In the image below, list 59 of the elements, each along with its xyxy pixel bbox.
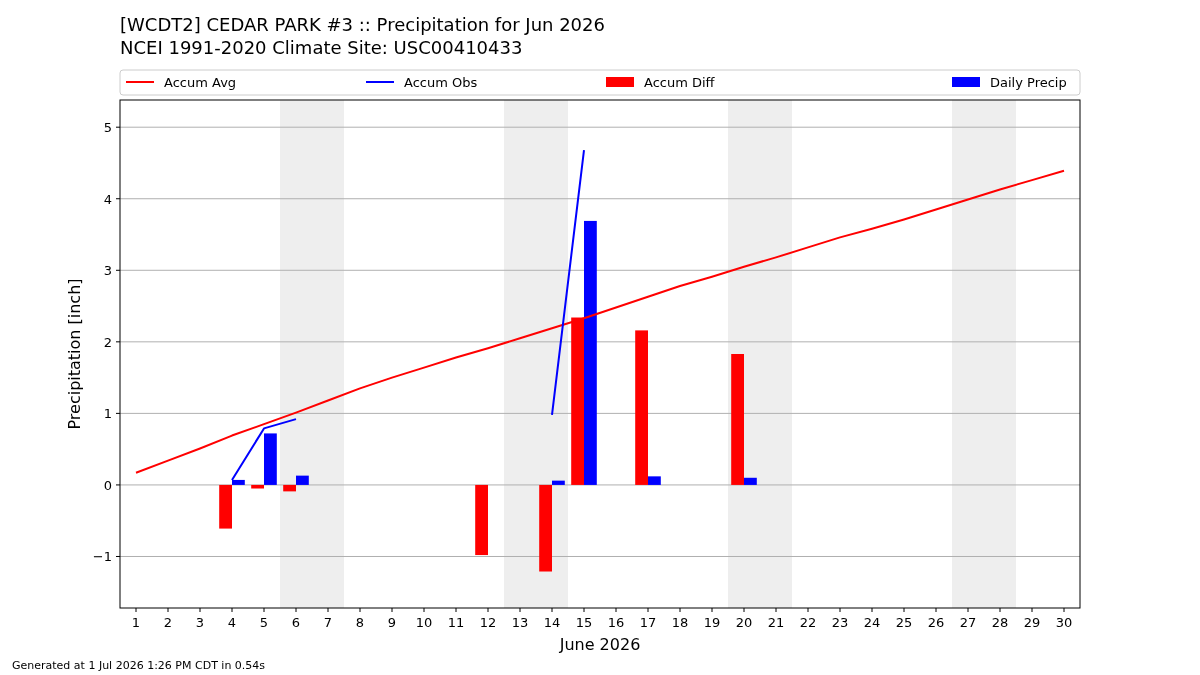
bar bbox=[283, 484, 296, 492]
x-tick-label: 14 bbox=[543, 615, 561, 630]
chart-title: [WCDT2] CEDAR PARK #3 :: Precipitation for Jun 2026 bbox=[120, 14, 605, 35]
bar bbox=[251, 484, 264, 489]
y-tick-label: 2 bbox=[103, 334, 112, 350]
legend-label: Daily Precip bbox=[990, 75, 1067, 90]
x-tick-label: 10 bbox=[415, 615, 433, 630]
x-tick-label: 22 bbox=[799, 615, 817, 630]
x-tick-label: 18 bbox=[671, 615, 689, 630]
x-tick-label: 26 bbox=[927, 615, 945, 630]
bar bbox=[584, 220, 597, 485]
x-tick-label: 12 bbox=[479, 615, 497, 630]
bar bbox=[296, 475, 309, 485]
x-tick-label: 5 bbox=[259, 615, 269, 630]
bar bbox=[731, 354, 744, 485]
legend-label: Accum Diff bbox=[644, 75, 716, 90]
x-tick-label: 20 bbox=[735, 615, 753, 630]
bar bbox=[635, 330, 648, 485]
x-tick-label: 1 bbox=[131, 615, 141, 630]
x-tick-label: 30 bbox=[1055, 615, 1073, 630]
y-tick-label: −1 bbox=[92, 549, 112, 565]
y-tick-label: 4 bbox=[103, 191, 112, 207]
x-tick-label: 16 bbox=[607, 615, 625, 630]
legend-label: Accum Avg bbox=[164, 75, 237, 90]
x-tick-label: 4 bbox=[227, 615, 237, 630]
chart-subtitle: NCEI 1991-2020 Climate Site: USC00410433 bbox=[120, 37, 523, 58]
x-axis-title: June 2026 bbox=[558, 635, 641, 654]
x-tick-label: 9 bbox=[387, 615, 397, 630]
x-tick-label: 6 bbox=[291, 615, 301, 630]
x-tick-label: 17 bbox=[639, 615, 657, 630]
bar bbox=[475, 484, 488, 556]
x-tick-label: 29 bbox=[1023, 615, 1041, 630]
x-tick-label: 13 bbox=[511, 615, 529, 630]
bar bbox=[264, 433, 277, 485]
x-tick-label: 15 bbox=[575, 615, 593, 630]
y-tick-label: 1 bbox=[103, 406, 112, 422]
y-tick-label: 3 bbox=[103, 263, 112, 279]
x-tick-label: 3 bbox=[195, 615, 205, 630]
x-tick-label: 24 bbox=[863, 615, 881, 630]
bar bbox=[219, 484, 232, 529]
x-tick-label: 8 bbox=[355, 615, 365, 630]
x-tick-label: 11 bbox=[447, 615, 465, 630]
x-tick-label: 28 bbox=[991, 615, 1009, 630]
y-axis-title: Precipitation [inch] bbox=[65, 278, 84, 430]
bar bbox=[552, 480, 565, 485]
x-tick-label: 7 bbox=[323, 615, 333, 630]
x-tick-label: 2 bbox=[163, 615, 173, 630]
legend-label: Accum Obs bbox=[404, 75, 478, 90]
bar bbox=[539, 484, 552, 572]
x-tick-label: 27 bbox=[959, 615, 977, 630]
text: Generated at 1 Jul 2026 1:26 PM CDT in 0.54s bbox=[12, 659, 266, 672]
y-tick-label: 5 bbox=[103, 120, 112, 136]
x-tick-label: 25 bbox=[895, 615, 913, 630]
y-tick-label: 0 bbox=[103, 477, 112, 493]
x-tick-label: 19 bbox=[703, 615, 721, 630]
bar bbox=[744, 477, 757, 485]
x-tick-label: 21 bbox=[767, 615, 785, 630]
x-tick-label: 23 bbox=[831, 615, 849, 630]
bar bbox=[648, 476, 661, 485]
